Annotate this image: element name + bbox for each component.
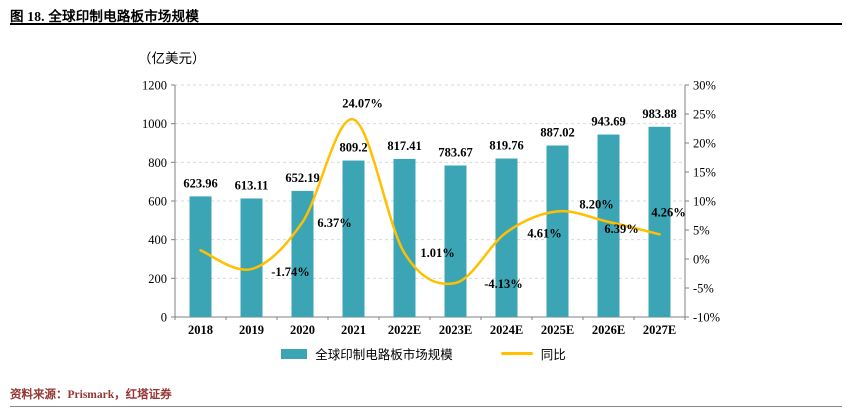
bar-2021 xyxy=(342,160,365,317)
bar-2022E xyxy=(393,158,416,317)
x-axis-category-label: 2022E xyxy=(388,323,421,337)
title-divider xyxy=(10,23,842,25)
figure-title: 图 18. 全球印制电路板市场规模 xyxy=(10,9,200,24)
left-axis-tick-label: 1000 xyxy=(142,117,167,131)
bar-value-labels: 623.96 613.11 652.19 809.2 817.41 783.67 819.7… xyxy=(183,107,676,193)
line-value-label: 4.61% xyxy=(527,226,561,240)
line-value-label: 8.20% xyxy=(579,197,613,211)
right-axis-tick-label: -5% xyxy=(693,282,714,296)
bar-value-label: 783.67 xyxy=(438,145,472,159)
x-axis-category-label: 2024E xyxy=(490,323,523,337)
bar-value-label: 817.41 xyxy=(387,139,421,153)
right-axis-tick-label: 20% xyxy=(693,137,716,151)
x-axis-category-label: 2026E xyxy=(592,323,625,337)
bar-2024E xyxy=(495,158,518,317)
x-axis-category-label: 2021 xyxy=(341,323,366,337)
legend-bar-label: 全球印制电路板市场规模 xyxy=(315,348,453,362)
bar-2020 xyxy=(291,190,314,317)
x-axis-category-label: 2023E xyxy=(439,323,472,337)
right-axis-tick-label: -10% xyxy=(693,311,720,325)
x-axis-category-label: 2027E xyxy=(643,323,676,337)
bar-2018 xyxy=(189,196,212,317)
line-value-labels: -1.74% 6.37% 24.07% 1.01% -4.13% 4.61% 8.20% 6.… xyxy=(271,96,685,291)
right-axis-tick-label: 0% xyxy=(693,253,710,267)
bars-group xyxy=(189,126,671,317)
footer-divider xyxy=(10,406,842,407)
bar-value-label: 652.19 xyxy=(285,171,319,185)
bar-2026E xyxy=(597,134,620,317)
bar-2023E xyxy=(444,165,467,317)
x-axis-category-label: 2025E xyxy=(541,323,574,337)
bar-value-label: 887.02 xyxy=(540,126,574,140)
left-axis-unit-label: （亿美元） xyxy=(138,51,206,66)
legend-line-swatch xyxy=(500,352,533,355)
bar-value-label: 809.2 xyxy=(339,141,367,155)
right-axis-tick-label: 10% xyxy=(693,195,716,209)
left-axis-tick-label: 400 xyxy=(148,233,167,247)
x-axis-category-label: 2018 xyxy=(188,323,213,337)
line-value-label: 6.37% xyxy=(317,216,351,230)
line-value-label: -1.74% xyxy=(271,265,310,279)
line-value-label: 4.26% xyxy=(651,205,685,219)
legend-bar-swatch xyxy=(281,348,308,359)
bar-value-label: 943.69 xyxy=(591,115,625,129)
yoy-line xyxy=(199,118,661,286)
x-axis-category-label: 2019 xyxy=(239,323,264,337)
right-axis-tick-label: 15% xyxy=(693,166,716,180)
line-value-label: 6.39% xyxy=(604,222,638,236)
left-axis-tick-label: 200 xyxy=(148,272,167,286)
line-value-label: 24.07% xyxy=(342,96,383,110)
legend-item-line: 同比 xyxy=(500,344,566,363)
bar-value-label: 613.11 xyxy=(235,178,269,192)
left-axis-tick-label: 1200 xyxy=(142,79,167,93)
left-axis-tick-label: 0 xyxy=(161,311,167,325)
right-axis-tick-label: 5% xyxy=(693,224,710,238)
legend-item-bars: 全球印制电路板市场规模 xyxy=(281,344,453,363)
right-axis-tick-label: 25% xyxy=(693,108,716,122)
line-value-label: 1.01% xyxy=(420,246,454,260)
source-note: 资料来源：Prismark，红塔证券 xyxy=(10,389,172,401)
right-axis-tick-label: 30% xyxy=(693,79,716,93)
legend: 全球印制电路板市场规模 同比 xyxy=(0,344,847,363)
bar-2025E xyxy=(546,145,569,317)
line-value-label: -4.13% xyxy=(484,277,523,291)
axes: 0 200 400 600 800 1000 1200 -10% -5% 0% 5% 10% 15% 20… xyxy=(142,79,720,325)
legend-line-label: 同比 xyxy=(540,348,566,362)
bar-2027E xyxy=(648,126,671,317)
bar-value-label: 983.88 xyxy=(642,107,676,121)
left-axis-tick-label: 800 xyxy=(148,156,167,170)
left-axis-tick-label: 600 xyxy=(148,195,167,209)
bar-value-label: 819.76 xyxy=(489,139,523,153)
bar-2019 xyxy=(240,198,263,317)
x-axis-category-label: 2020 xyxy=(290,323,315,337)
x-axis-labels: 2018 2019 2020 2021 2022E 2023E 2024E 2025E 2026… xyxy=(188,323,676,337)
bar-value-label: 623.96 xyxy=(183,176,217,190)
